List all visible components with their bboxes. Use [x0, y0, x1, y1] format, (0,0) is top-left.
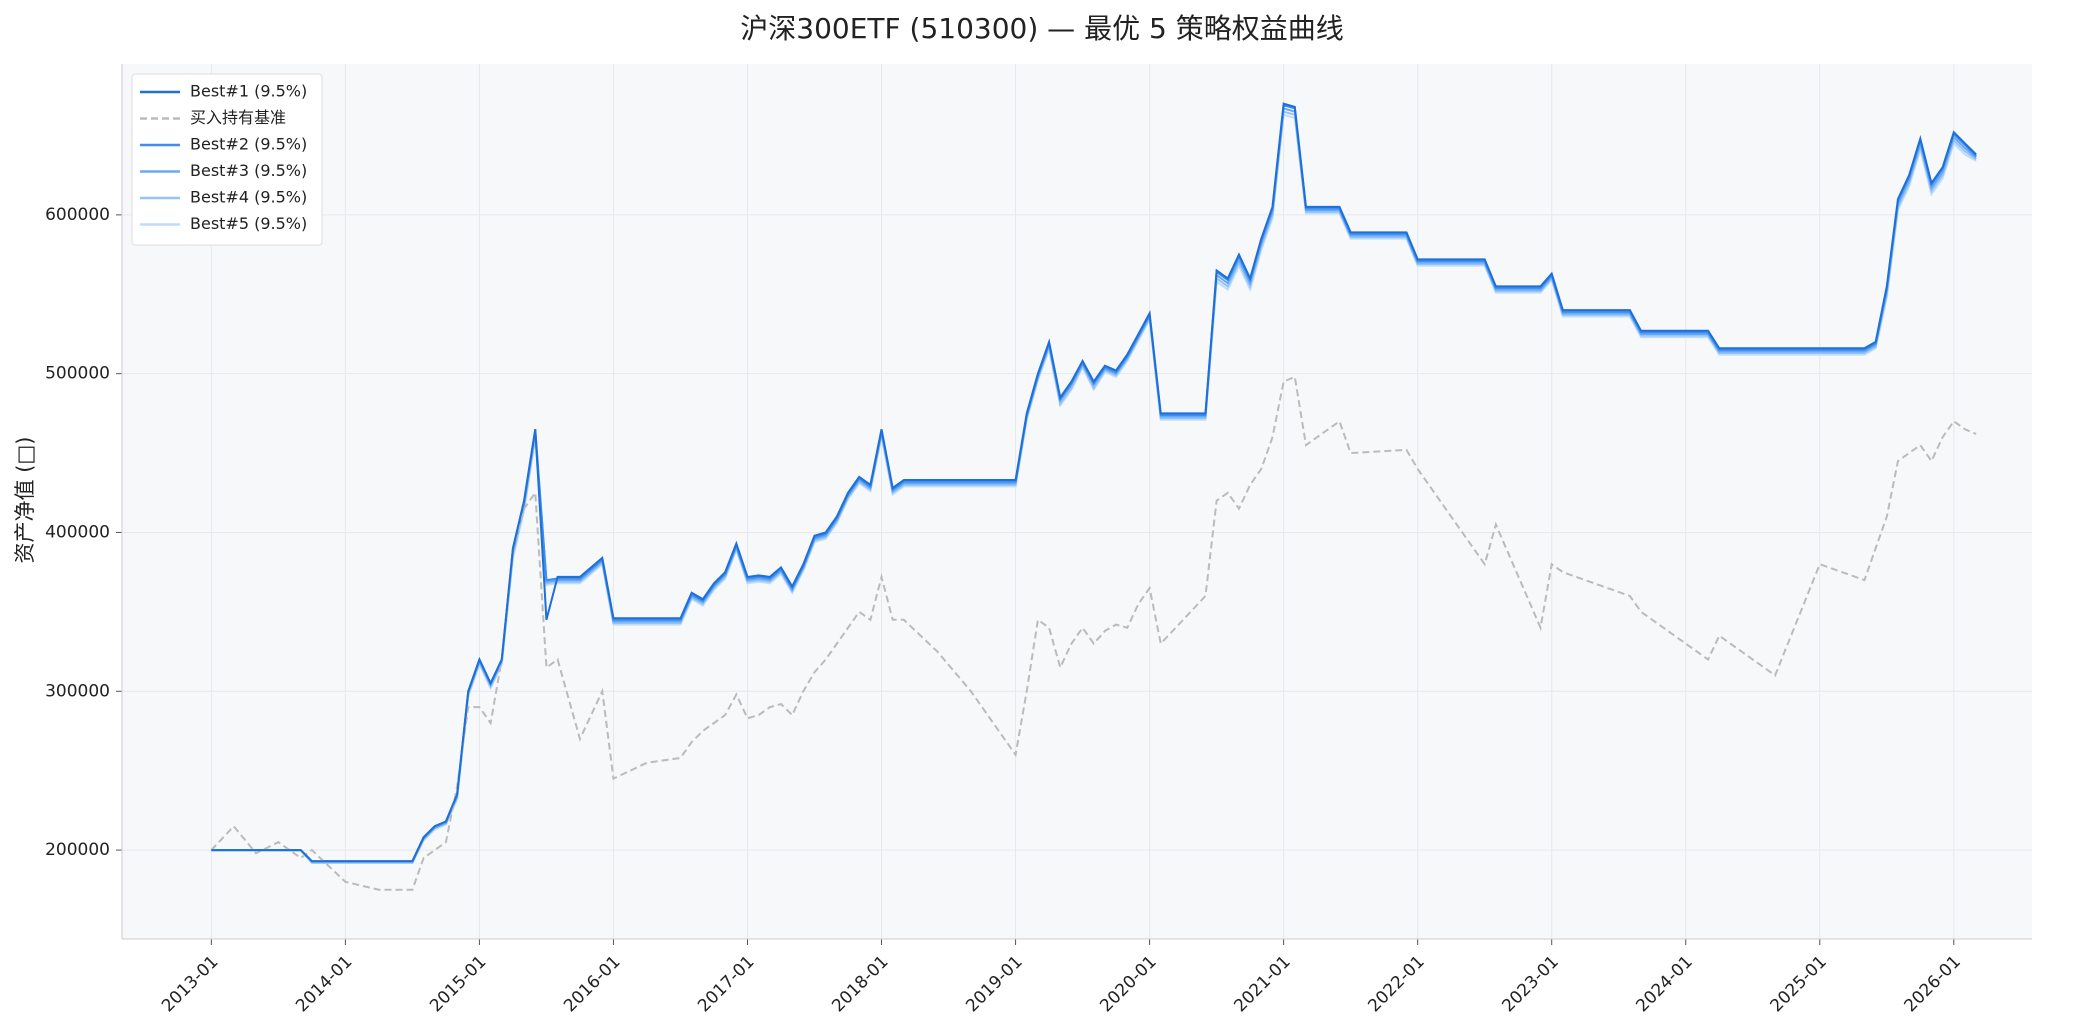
y-tick-label: 400000 — [45, 522, 110, 542]
legend-label: Best#1 (9.5%) — [190, 82, 307, 101]
chart-title: 沪深300ETF (510300) — 最优 5 策略权益曲线 — [740, 12, 1343, 45]
x-tick-label: 2023-01 — [1498, 952, 1562, 1016]
legend-box — [131, 73, 323, 246]
x-tick-label: 2021-01 — [1230, 952, 1294, 1016]
x-tick-label: 2022-01 — [1364, 952, 1428, 1016]
series-line — [211, 102, 1977, 863]
y-tick-label: 200000 — [45, 840, 110, 860]
legend-label: Best#5 (9.5%) — [190, 214, 307, 233]
x-tick-label: 2020-01 — [1096, 952, 1160, 1016]
x-tick-label: 2026-01 — [1901, 952, 1965, 1016]
y-tick-label: 500000 — [45, 364, 110, 384]
x-tick-label: 2019-01 — [962, 952, 1026, 1016]
x-tick-label: 2017-01 — [694, 952, 758, 1016]
x-tick-label: 2013-01 — [158, 952, 222, 1016]
x-tick-label: 2025-01 — [1766, 952, 1830, 1016]
legend-label: Best#2 (9.5%) — [190, 135, 307, 154]
y-axis-label: 资产净值 (□) — [13, 437, 37, 564]
y-tick-label: 600000 — [45, 205, 110, 225]
legend-label: Best#3 (9.5%) — [190, 161, 307, 180]
plot-area — [122, 64, 2032, 939]
legend: Best#1 (9.5%) 买入持有基准 Best#2 (9.5%) Best#3 (… — [131, 73, 323, 246]
legend-label: 买入持有基准 — [190, 108, 286, 127]
y-tick-label: 300000 — [45, 681, 110, 701]
x-tick-label: 2018-01 — [828, 952, 892, 1016]
legend-label: Best#4 (9.5%) — [190, 188, 307, 207]
x-tick-label: 2016-01 — [560, 952, 624, 1016]
x-tick-label: 2015-01 — [426, 952, 490, 1016]
x-tick-label: 2024-01 — [1632, 952, 1696, 1016]
x-tick-label: 2014-01 — [292, 952, 356, 1016]
